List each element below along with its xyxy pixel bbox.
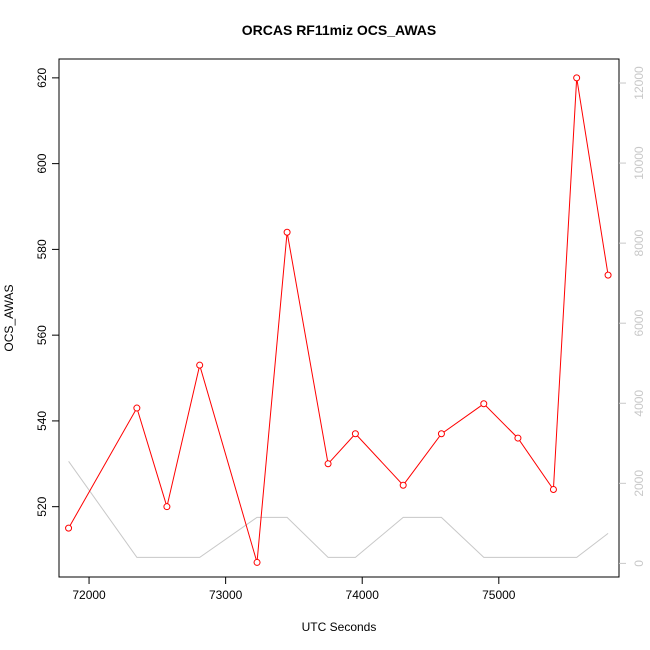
- y2-tick-label: 4000: [632, 390, 646, 417]
- y-axis-right: 0 2000 4000 6000 8000 10000 12000: [619, 66, 646, 567]
- data-point: [480, 400, 488, 408]
- series-line-secondary: [68, 461, 609, 558]
- plot-frame: [58, 58, 620, 578]
- y-tick-label: 580: [35, 239, 49, 259]
- y-axis-left: 520 540 560 580 600 620: [35, 68, 59, 517]
- y-tick-label: 540: [35, 411, 49, 431]
- y-tick-label: 620: [35, 68, 49, 88]
- x-tick-label: 74000: [346, 588, 380, 602]
- data-point: [65, 524, 73, 532]
- data-point: [573, 74, 581, 82]
- data-point: [196, 361, 204, 369]
- y2-tick-label: 0: [632, 560, 646, 567]
- x-tick-label: 75000: [482, 588, 516, 602]
- data-point: [163, 503, 171, 511]
- y2-tick-label: 2000: [632, 470, 646, 497]
- y2-tick-label: 12000: [632, 66, 646, 100]
- x-tick-label: 73000: [209, 588, 243, 602]
- y-axis-label: OCS_AWAS: [2, 284, 16, 351]
- data-point: [133, 404, 141, 412]
- data-point: [514, 434, 522, 442]
- series-line-primary: [68, 77, 609, 563]
- data-point: [324, 460, 332, 468]
- data-point: [253, 558, 261, 566]
- data-point: [549, 486, 557, 494]
- series-layer: [65, 74, 612, 566]
- chart-title: ORCAS RF11miz OCS_AWAS: [242, 22, 437, 38]
- data-point: [399, 481, 407, 489]
- x-axis: 72000 73000 74000 75000: [72, 577, 516, 602]
- y2-tick-label: 6000: [632, 310, 646, 337]
- y2-tick-label: 10000: [632, 146, 646, 180]
- data-point: [604, 271, 612, 279]
- y-tick-label: 520: [35, 496, 49, 516]
- data-point: [283, 228, 291, 236]
- data-point: [351, 430, 359, 438]
- y-tick-label: 560: [35, 325, 49, 345]
- y-tick-label: 600: [35, 153, 49, 173]
- x-tick-label: 72000: [72, 588, 106, 602]
- y2-tick-label: 8000: [632, 229, 646, 256]
- x-axis-label: UTC Seconds: [302, 620, 377, 634]
- data-point: [437, 430, 445, 438]
